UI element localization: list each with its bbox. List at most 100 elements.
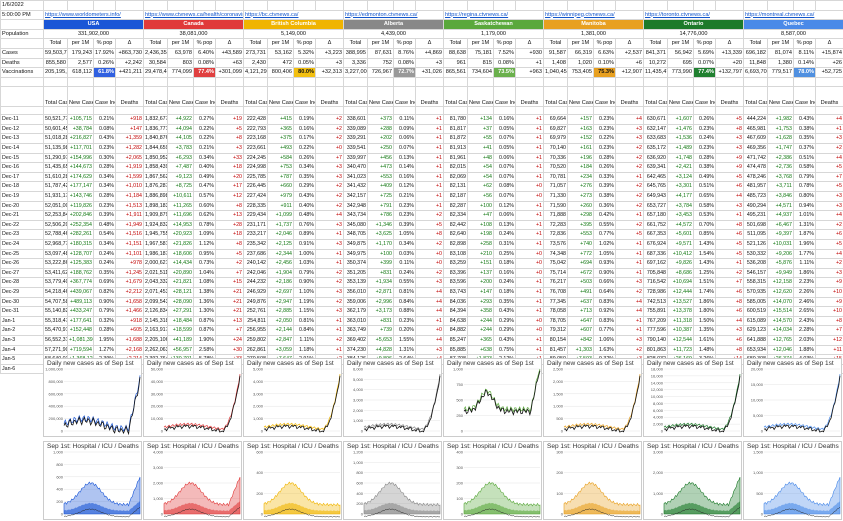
data-cell[interactable]: 0.65%	[693, 191, 716, 202]
data-cell[interactable]: +2	[615, 181, 644, 192]
data-cell[interactable]: +0	[515, 248, 544, 260]
data-cell[interactable]: 1.36%	[193, 296, 216, 308]
data-cell[interactable]: 53,779,402	[43, 277, 68, 288]
data-cell[interactable]: +3	[215, 143, 244, 154]
data-cell[interactable]: +0	[315, 143, 344, 154]
date-label[interactable]: Dec-25	[0, 248, 44, 260]
data-cell[interactable]: +395	[567, 219, 594, 231]
cases-value[interactable]: 5.69%	[693, 47, 716, 59]
data-cell[interactable]: +2	[815, 258, 843, 269]
data-cell[interactable]: 53,222,866	[43, 258, 68, 269]
cases-value[interactable]: 273,731	[243, 47, 268, 59]
data-cell[interactable]: 0.88%	[393, 306, 416, 317]
data-cell[interactable]: +7	[315, 152, 344, 164]
data-cell[interactable]: 339,291	[343, 133, 368, 145]
data-cell[interactable]: 348,705	[343, 229, 368, 240]
data-cell[interactable]: +4	[815, 114, 843, 125]
empty-cell[interactable]	[67, 0, 94, 11]
hospital-icu-deaths-chart[interactable]: Sep 1st: Hospital / ICU / Deaths 600 400 20…	[243, 441, 342, 520]
data-cell[interactable]: 0.38%	[793, 123, 816, 135]
daily-col-header[interactable]: Deaths	[515, 85, 544, 107]
data-cell[interactable]: 0.77%	[593, 325, 616, 336]
data-cell[interactable]: 1,844,659	[143, 143, 168, 154]
data-cell[interactable]: +786	[367, 210, 394, 221]
data-cell[interactable]: +1	[515, 143, 544, 154]
data-cell[interactable]: +177,641	[67, 315, 94, 327]
empty-cell[interactable]	[793, 105, 816, 116]
data-cell[interactable]: 1.04%	[193, 267, 216, 279]
vacc-value[interactable]: 11,435,474	[643, 67, 668, 78]
data-cell[interactable]: +9	[815, 296, 843, 308]
data-cell[interactable]: 0.38%	[693, 162, 716, 173]
data-cell[interactable]: 82,069	[443, 171, 468, 183]
daily-cases-chart[interactable]: Daily new cases as of Sep 1st 18,000 16,00…	[643, 358, 742, 437]
data-cell[interactable]: 246,929	[243, 286, 268, 298]
data-cell[interactable]: +11,318	[667, 315, 694, 327]
data-cell[interactable]: 0.54%	[93, 229, 116, 240]
data-cell[interactable]: +1	[315, 325, 344, 336]
data-cell[interactable]: 1,898,183	[143, 200, 168, 212]
data-cell[interactable]: 70,140	[543, 143, 568, 154]
population-value[interactable]: 5,149,000	[243, 28, 344, 40]
data-cell[interactable]: 0.06%	[493, 152, 516, 164]
daily-col-header[interactable]: Case Inc.%	[193, 85, 216, 107]
data-cell[interactable]: +1	[415, 191, 444, 202]
empty-cell[interactable]	[493, 0, 516, 11]
hospital-icu-deaths-chart[interactable]: Sep 1st: Hospital / ICU / Deaths 300 200 10…	[543, 441, 642, 520]
data-cell[interactable]: +1,245	[115, 267, 144, 279]
data-cell[interactable]: +1,099	[267, 210, 294, 221]
data-cell[interactable]: +151	[467, 258, 494, 269]
data-cell[interactable]: 767,209	[643, 315, 668, 327]
data-cell[interactable]: +3,173	[367, 306, 394, 317]
data-cell[interactable]: +8	[815, 315, 843, 327]
data-cell[interactable]: 82,287	[443, 200, 468, 212]
data-cell[interactable]: +4	[615, 296, 644, 308]
vacc-value[interactable]: 774,099	[167, 67, 194, 78]
data-cell[interactable]: +4	[715, 191, 744, 202]
data-cell[interactable]: +13,378	[667, 306, 694, 317]
data-cell[interactable]: +1	[615, 315, 644, 327]
col-header[interactable]: Total	[43, 38, 68, 49]
empty-cell[interactable]	[0, 85, 44, 107]
data-cell[interactable]: +2,456	[267, 258, 294, 269]
col-header[interactable]: % pop	[593, 38, 616, 49]
data-cell[interactable]: +1,949	[115, 219, 144, 231]
data-cell[interactable]: +3	[715, 200, 744, 212]
data-cell[interactable]: 78,058	[543, 306, 568, 317]
data-cell[interactable]: +1	[315, 315, 344, 327]
data-cell[interactable]: 742,513	[643, 296, 668, 308]
data-cell[interactable]: +433,247	[67, 306, 94, 317]
data-cell[interactable]: +7	[815, 325, 843, 336]
data-cell[interactable]: +1	[515, 229, 544, 240]
cases-value[interactable]: 66,319	[567, 47, 594, 59]
data-cell[interactable]: +9	[815, 277, 843, 288]
data-cell[interactable]: +3	[315, 162, 344, 173]
data-cell[interactable]: 653,727	[643, 200, 668, 212]
empty-cell[interactable]	[167, 0, 194, 11]
data-cell[interactable]: +1,748	[667, 152, 694, 164]
daily-col-header[interactable]: Deaths	[715, 85, 744, 107]
source-link-3[interactable]: https://edmonton.ctvnews.ca/	[343, 9, 444, 21]
data-cell[interactable]: +0	[515, 325, 544, 336]
data-cell[interactable]: +1,679	[115, 277, 144, 288]
data-cell[interactable]: 84,882	[443, 325, 468, 336]
daily-col-header[interactable]: Total Cases	[443, 85, 468, 107]
data-cell[interactable]: +7	[815, 171, 843, 183]
data-cell[interactable]: +2,947	[267, 296, 294, 308]
vacc-value[interactable]: 865,561	[443, 67, 468, 78]
data-cell[interactable]: +157	[567, 114, 594, 125]
data-cell[interactable]: 0.27%	[193, 114, 216, 125]
empty-cell[interactable]	[93, 76, 116, 87]
data-cell[interactable]: +288	[367, 123, 394, 135]
deaths-value[interactable]: 0.08%	[193, 57, 216, 69]
data-cell[interactable]: 52,253,846	[43, 210, 68, 221]
data-cell[interactable]: 1.30%	[193, 306, 216, 317]
data-cell[interactable]: 53,097,483	[43, 248, 68, 260]
data-cell[interactable]: +14,070	[767, 296, 794, 308]
data-cell[interactable]: 84,638	[443, 315, 468, 327]
data-cell[interactable]: +5,876	[767, 258, 794, 269]
data-cell[interactable]: 0.16%	[493, 267, 516, 279]
data-cell[interactable]: 0.66%	[593, 277, 616, 288]
empty-cell[interactable]	[243, 105, 268, 116]
deaths-value[interactable]: 1,408	[543, 57, 568, 69]
